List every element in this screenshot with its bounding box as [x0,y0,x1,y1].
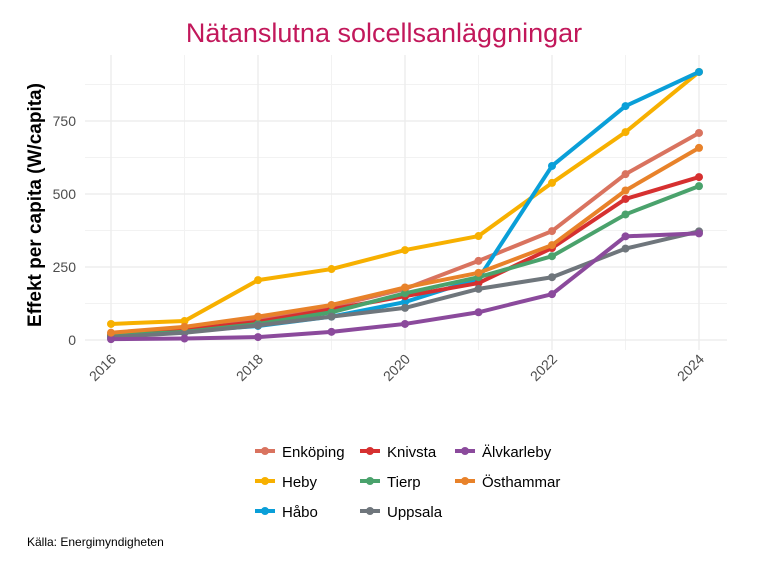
data-point [401,303,409,312]
data-point [254,276,262,285]
data-point [107,328,115,337]
data-point [621,244,630,253]
data-point [327,265,336,274]
y-axis-label: Effekt per capita (W/capita) [25,83,46,327]
data-point [548,241,556,250]
x-tick-label: 2016 [86,351,119,384]
legend-label: Enköping [282,444,345,461]
legend-key-point [366,507,374,515]
data-point [180,322,189,331]
legend-key-point [261,477,269,485]
data-point [548,178,556,187]
x-tick-label: 2018 [233,351,266,384]
data-point [180,317,189,326]
legend-label: Älvkarleby [482,444,552,461]
data-point [327,312,336,321]
data-point [695,182,703,191]
data-point [695,229,703,238]
legend-key-point [366,477,374,485]
legend-label: Östhammar [482,473,560,491]
y-tick-label: 750 [53,113,77,129]
y-tick-label: 500 [53,186,77,202]
data-point [621,210,630,219]
source-caption: Källa: Energimyndigheten [27,535,164,549]
data-point [327,300,336,309]
data-point [254,333,262,342]
data-point [621,194,630,203]
series-östhammar [107,143,703,337]
y-tick-label: 0 [68,332,76,348]
legend-key-point [261,507,269,515]
legend-item: Uppsala [360,504,443,521]
data-point [621,232,630,241]
data-point [695,67,703,76]
data-point [401,283,409,292]
legend-item: Knivsta [360,444,437,461]
data-point [474,284,483,293]
data-point [401,289,409,298]
legend-label: Knivsta [387,444,437,461]
data-point [474,256,483,265]
legend-item: Älvkarleby [455,444,552,461]
data-point [180,334,189,343]
data-point [474,279,483,288]
data-point [401,298,409,307]
data-point [548,161,556,170]
legend-label: Tierp [387,474,421,491]
data-point [621,128,630,137]
x-tick-label: 2024 [674,351,707,384]
data-point [621,102,630,111]
y-tick-label: 250 [53,259,77,275]
legend-label: Uppsala [387,504,443,521]
legend-item: Tierp [360,474,421,491]
data-point [474,232,483,241]
x-tick-label: 2020 [380,351,413,384]
data-point [180,328,189,337]
data-point [548,252,556,261]
data-point [254,312,262,321]
x-tick-label: 2022 [527,351,560,384]
legend-label: Heby [282,474,318,491]
chart-title: Nätanslutna solcellsanläggningar [185,18,583,48]
legend-item: Enköping [255,444,345,461]
data-point [621,170,630,179]
legend-item: Håbo [255,504,318,521]
series-älvkarleby [107,229,703,344]
data-point [327,327,336,336]
data-point [621,186,630,195]
legend-label: Håbo [282,504,318,521]
data-point [548,273,556,282]
legend-key-point [366,447,374,455]
data-point [695,173,703,182]
data-point [474,308,483,317]
data-point [474,268,483,277]
legend-item: Östhammar [455,473,560,491]
data-point [254,321,262,330]
data-point [401,246,409,255]
legend-key-point [261,447,269,455]
data-point [695,128,703,137]
data-point [401,319,409,328]
data-point [695,143,703,152]
legend-key-point [461,477,469,485]
data-point [107,319,115,328]
data-point [107,335,115,344]
data-point [548,227,556,236]
legend-item: Heby [255,474,318,491]
legend-key-point [461,447,469,455]
data-point [548,290,556,299]
